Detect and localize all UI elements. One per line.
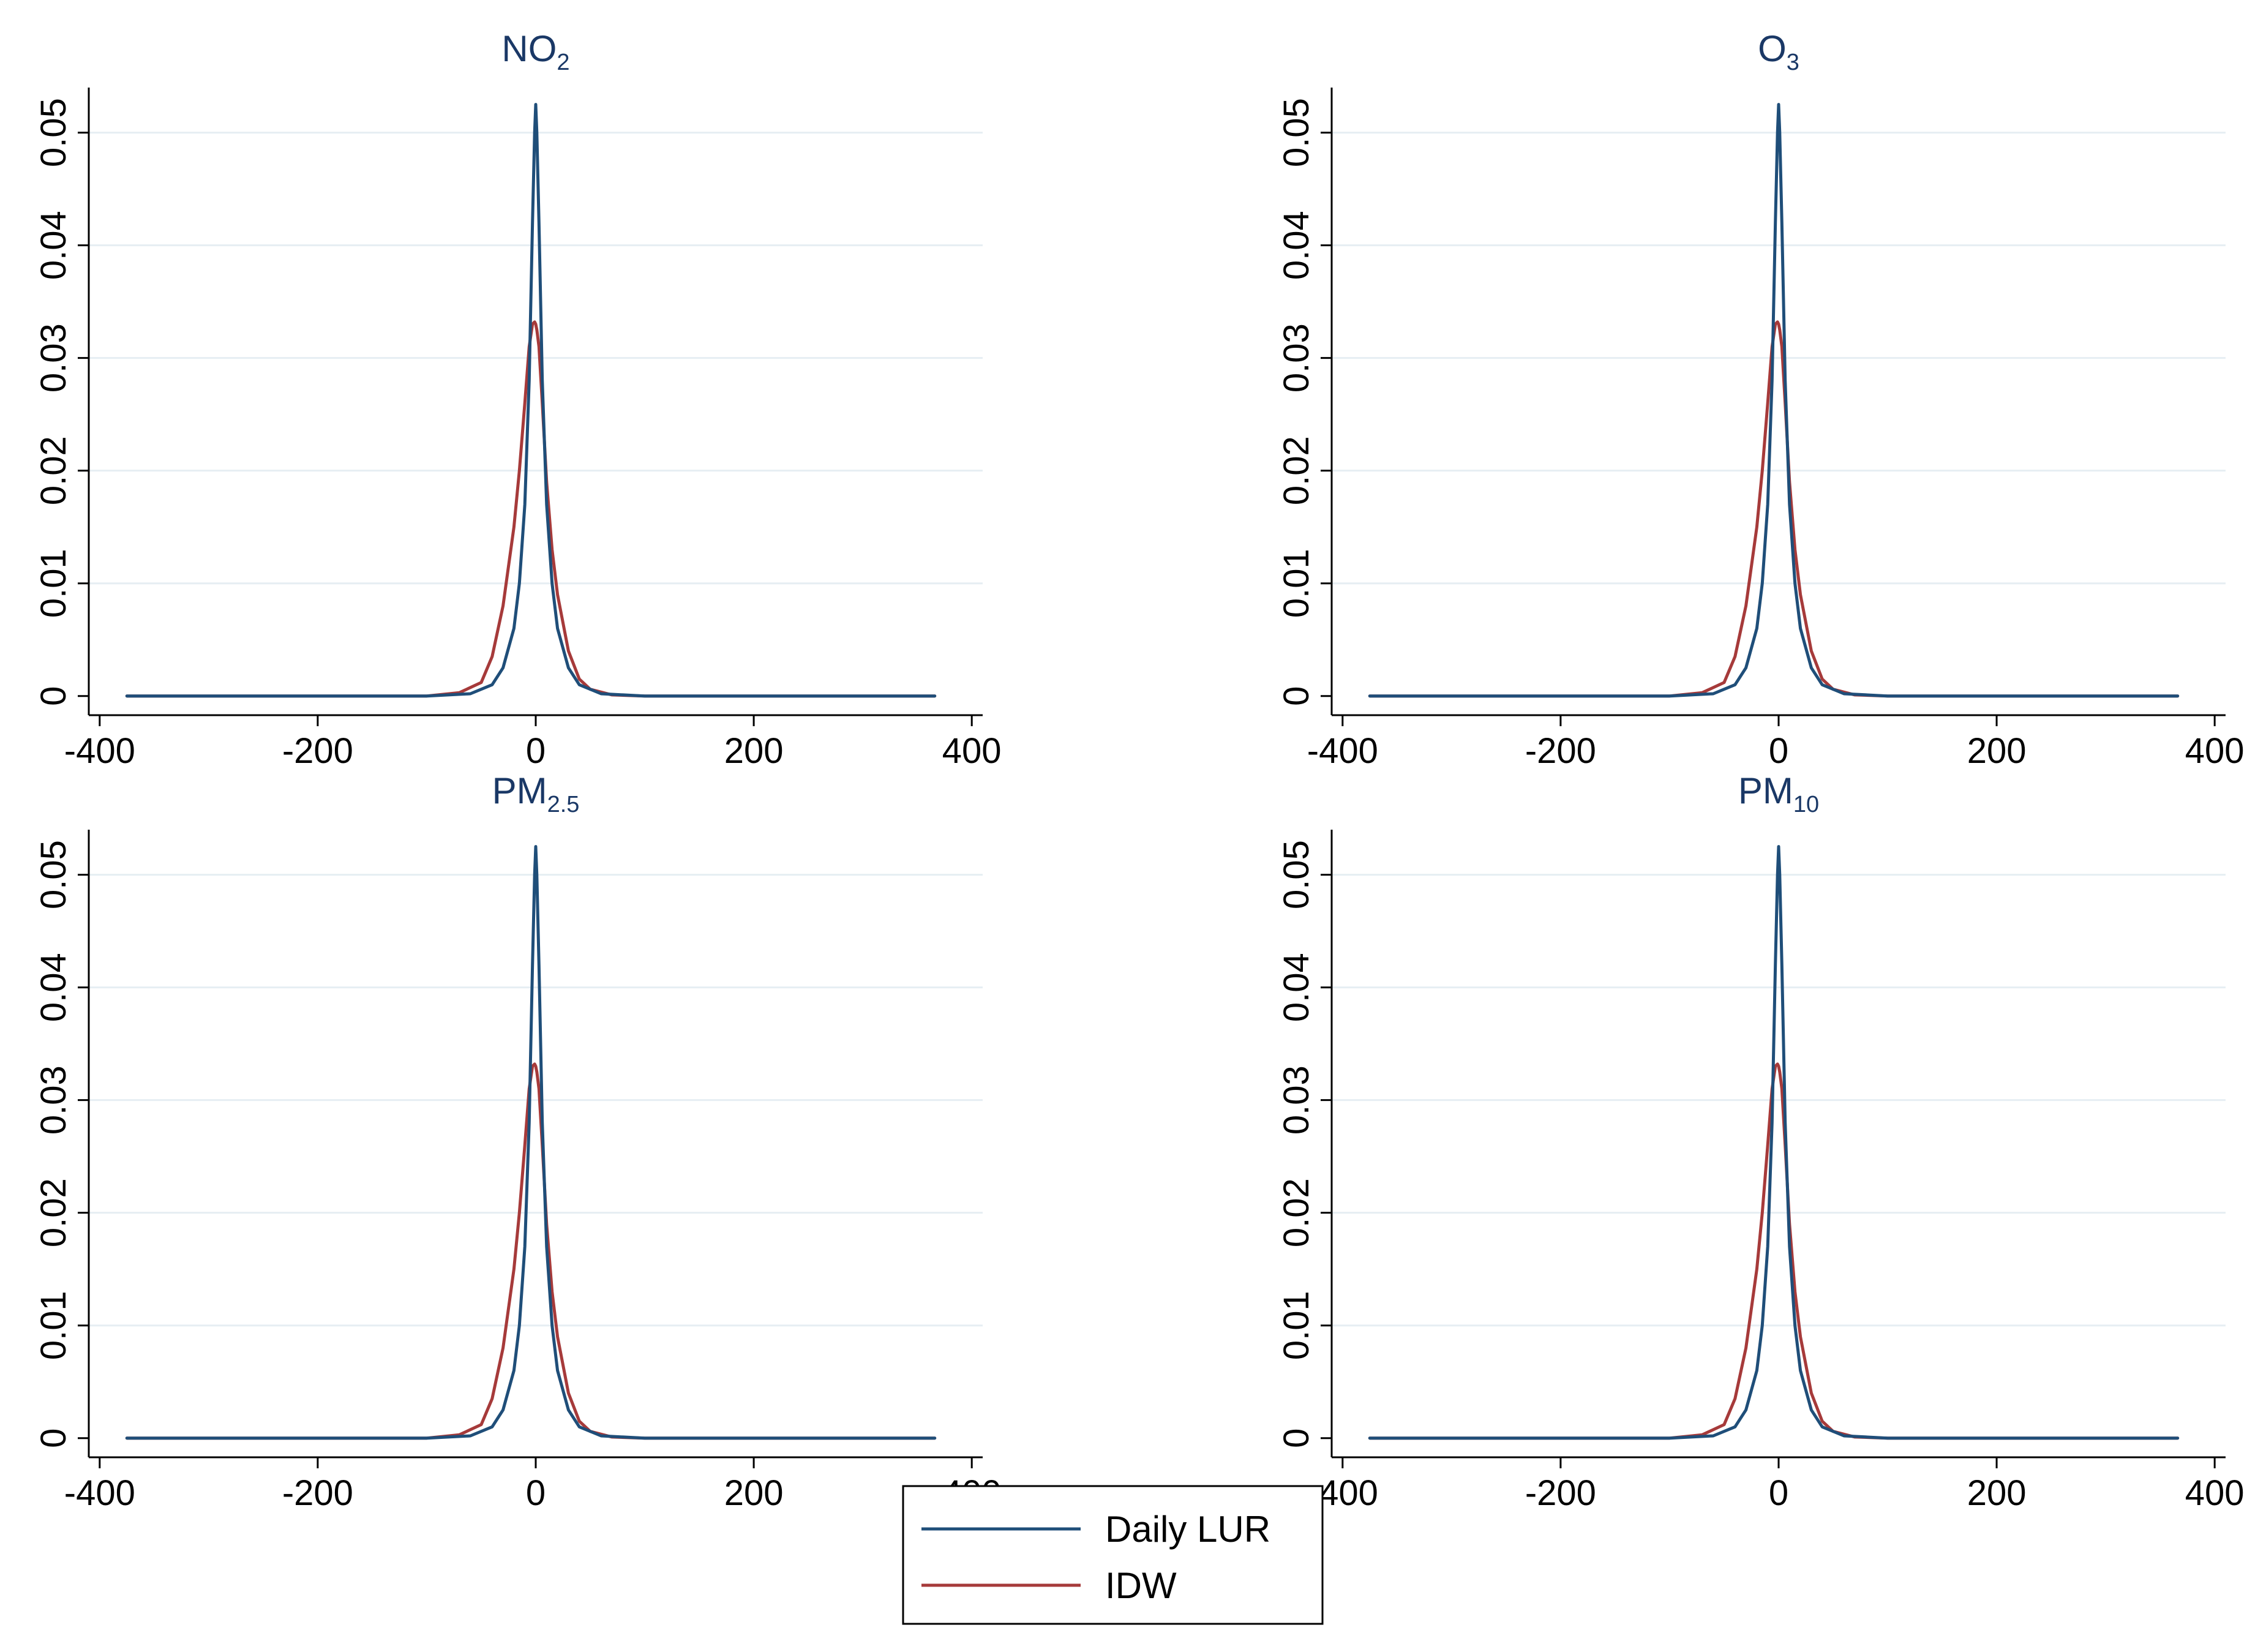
y-tick-label: 0.02: [1277, 436, 1316, 505]
panel-title-main: PM: [1738, 770, 1793, 811]
x-tick-label: -200: [282, 731, 353, 771]
legend: Daily LUR IDW: [902, 1485, 1324, 1625]
y-tick-label: 0: [1277, 1429, 1316, 1448]
panel-title: O3: [1758, 28, 1799, 75]
panels: 00.010.020.030.040.05-400 -200 0 200 400NO20…: [34, 28, 2245, 1513]
panel-title-main: O: [1758, 28, 1787, 69]
y-tick-label: 0.04: [34, 211, 73, 280]
y-tick-label: 0.03: [34, 1065, 73, 1135]
y-tick-label: 0: [1277, 686, 1316, 706]
panel-title-subscript: 2: [557, 50, 569, 75]
panel-1: 0 0.01 0.02 0.03 0.04 0.05 -400 -200 0 200 400 O3: [1277, 28, 2245, 771]
x-tick-label: 200: [724, 1473, 784, 1513]
x-tick-label: 400: [2185, 1473, 2245, 1513]
panel-title-subscript: 10: [1793, 792, 1819, 817]
x-tick-label: -400: [1307, 731, 1378, 771]
panel-0: 0 0.01 0.02 0.03 0.04 0.05 -400 -200 0 200 400 NO2: [34, 28, 1002, 771]
x-tick-label: 0: [1769, 731, 1788, 771]
y-tick-label: 0.02: [34, 436, 73, 505]
x-tick-label: 200: [1967, 731, 2027, 771]
daily-lur-series-line: [1368, 103, 2180, 698]
y-tick-label: 0.03: [34, 323, 73, 392]
y-tick-label: 0.01: [1277, 549, 1316, 618]
daily-lur-series-line: [125, 845, 937, 1440]
x-tick-label: -400: [64, 731, 135, 771]
x-tick-label: 200: [724, 731, 784, 771]
daily-lur-series-line: [125, 103, 937, 698]
idw-series-line: [1368, 320, 2180, 698]
y-tick-label: 0.03: [1277, 1065, 1316, 1135]
panel-title: NO2: [501, 28, 569, 75]
y-tick-label: 0.05: [34, 98, 73, 167]
legend-label: Daily LUR: [1105, 1509, 1270, 1550]
x-tick-label: 200: [1967, 1473, 2027, 1513]
x-tick-label: 0: [1769, 1473, 1788, 1513]
legend-box: [902, 1485, 1324, 1625]
idw-series-line: [125, 1062, 937, 1440]
panel-2: 00.010.020.030.040.05-400-2000200400PM2.…: [34, 770, 1002, 1513]
x-tick-label: 400: [2185, 731, 2245, 771]
y-tick-label: 0.02: [1277, 1178, 1316, 1247]
x-tick-label: 0: [526, 731, 546, 771]
y-tick-label: 0.05: [1277, 98, 1316, 167]
y-tick-label: 0.05: [1277, 840, 1316, 909]
legend-label: IDW: [1105, 1565, 1177, 1606]
y-tick-label: 0.01: [34, 549, 73, 618]
idw-series-line: [1368, 1062, 2180, 1440]
panel-title: PM10: [1738, 770, 1819, 817]
panel-title-main: PM: [492, 770, 547, 811]
y-tick-label: 0.04: [34, 953, 73, 1022]
x-tick-label: 0: [526, 1473, 546, 1513]
y-tick-label: 0.04: [1277, 211, 1316, 280]
panel-title-subscript: 3: [1787, 50, 1799, 75]
x-tick-label: -200: [282, 1473, 353, 1513]
y-tick-label: 0: [34, 1429, 73, 1448]
panel-title-subscript: 2.5: [547, 792, 580, 817]
x-tick-label: -200: [1525, 1473, 1596, 1513]
y-tick-label: 0.05: [34, 840, 73, 909]
idw-series-line: [125, 320, 937, 698]
x-tick-label: 400: [942, 731, 1002, 771]
x-tick-label: -400: [64, 1473, 135, 1513]
panel-title-main: NO: [501, 28, 557, 69]
y-tick-label: 0.02: [34, 1178, 73, 1247]
y-tick-label: 0.01: [1277, 1291, 1316, 1360]
y-tick-label: 0.04: [1277, 953, 1316, 1022]
panel-title: PM2.5: [492, 770, 580, 817]
y-tick-label: 0: [34, 686, 73, 706]
y-tick-label: 0.03: [1277, 323, 1316, 392]
daily-lur-series-line: [1368, 845, 2180, 1440]
x-tick-label: -200: [1525, 731, 1596, 771]
y-tick-label: 0.01: [34, 1291, 73, 1360]
